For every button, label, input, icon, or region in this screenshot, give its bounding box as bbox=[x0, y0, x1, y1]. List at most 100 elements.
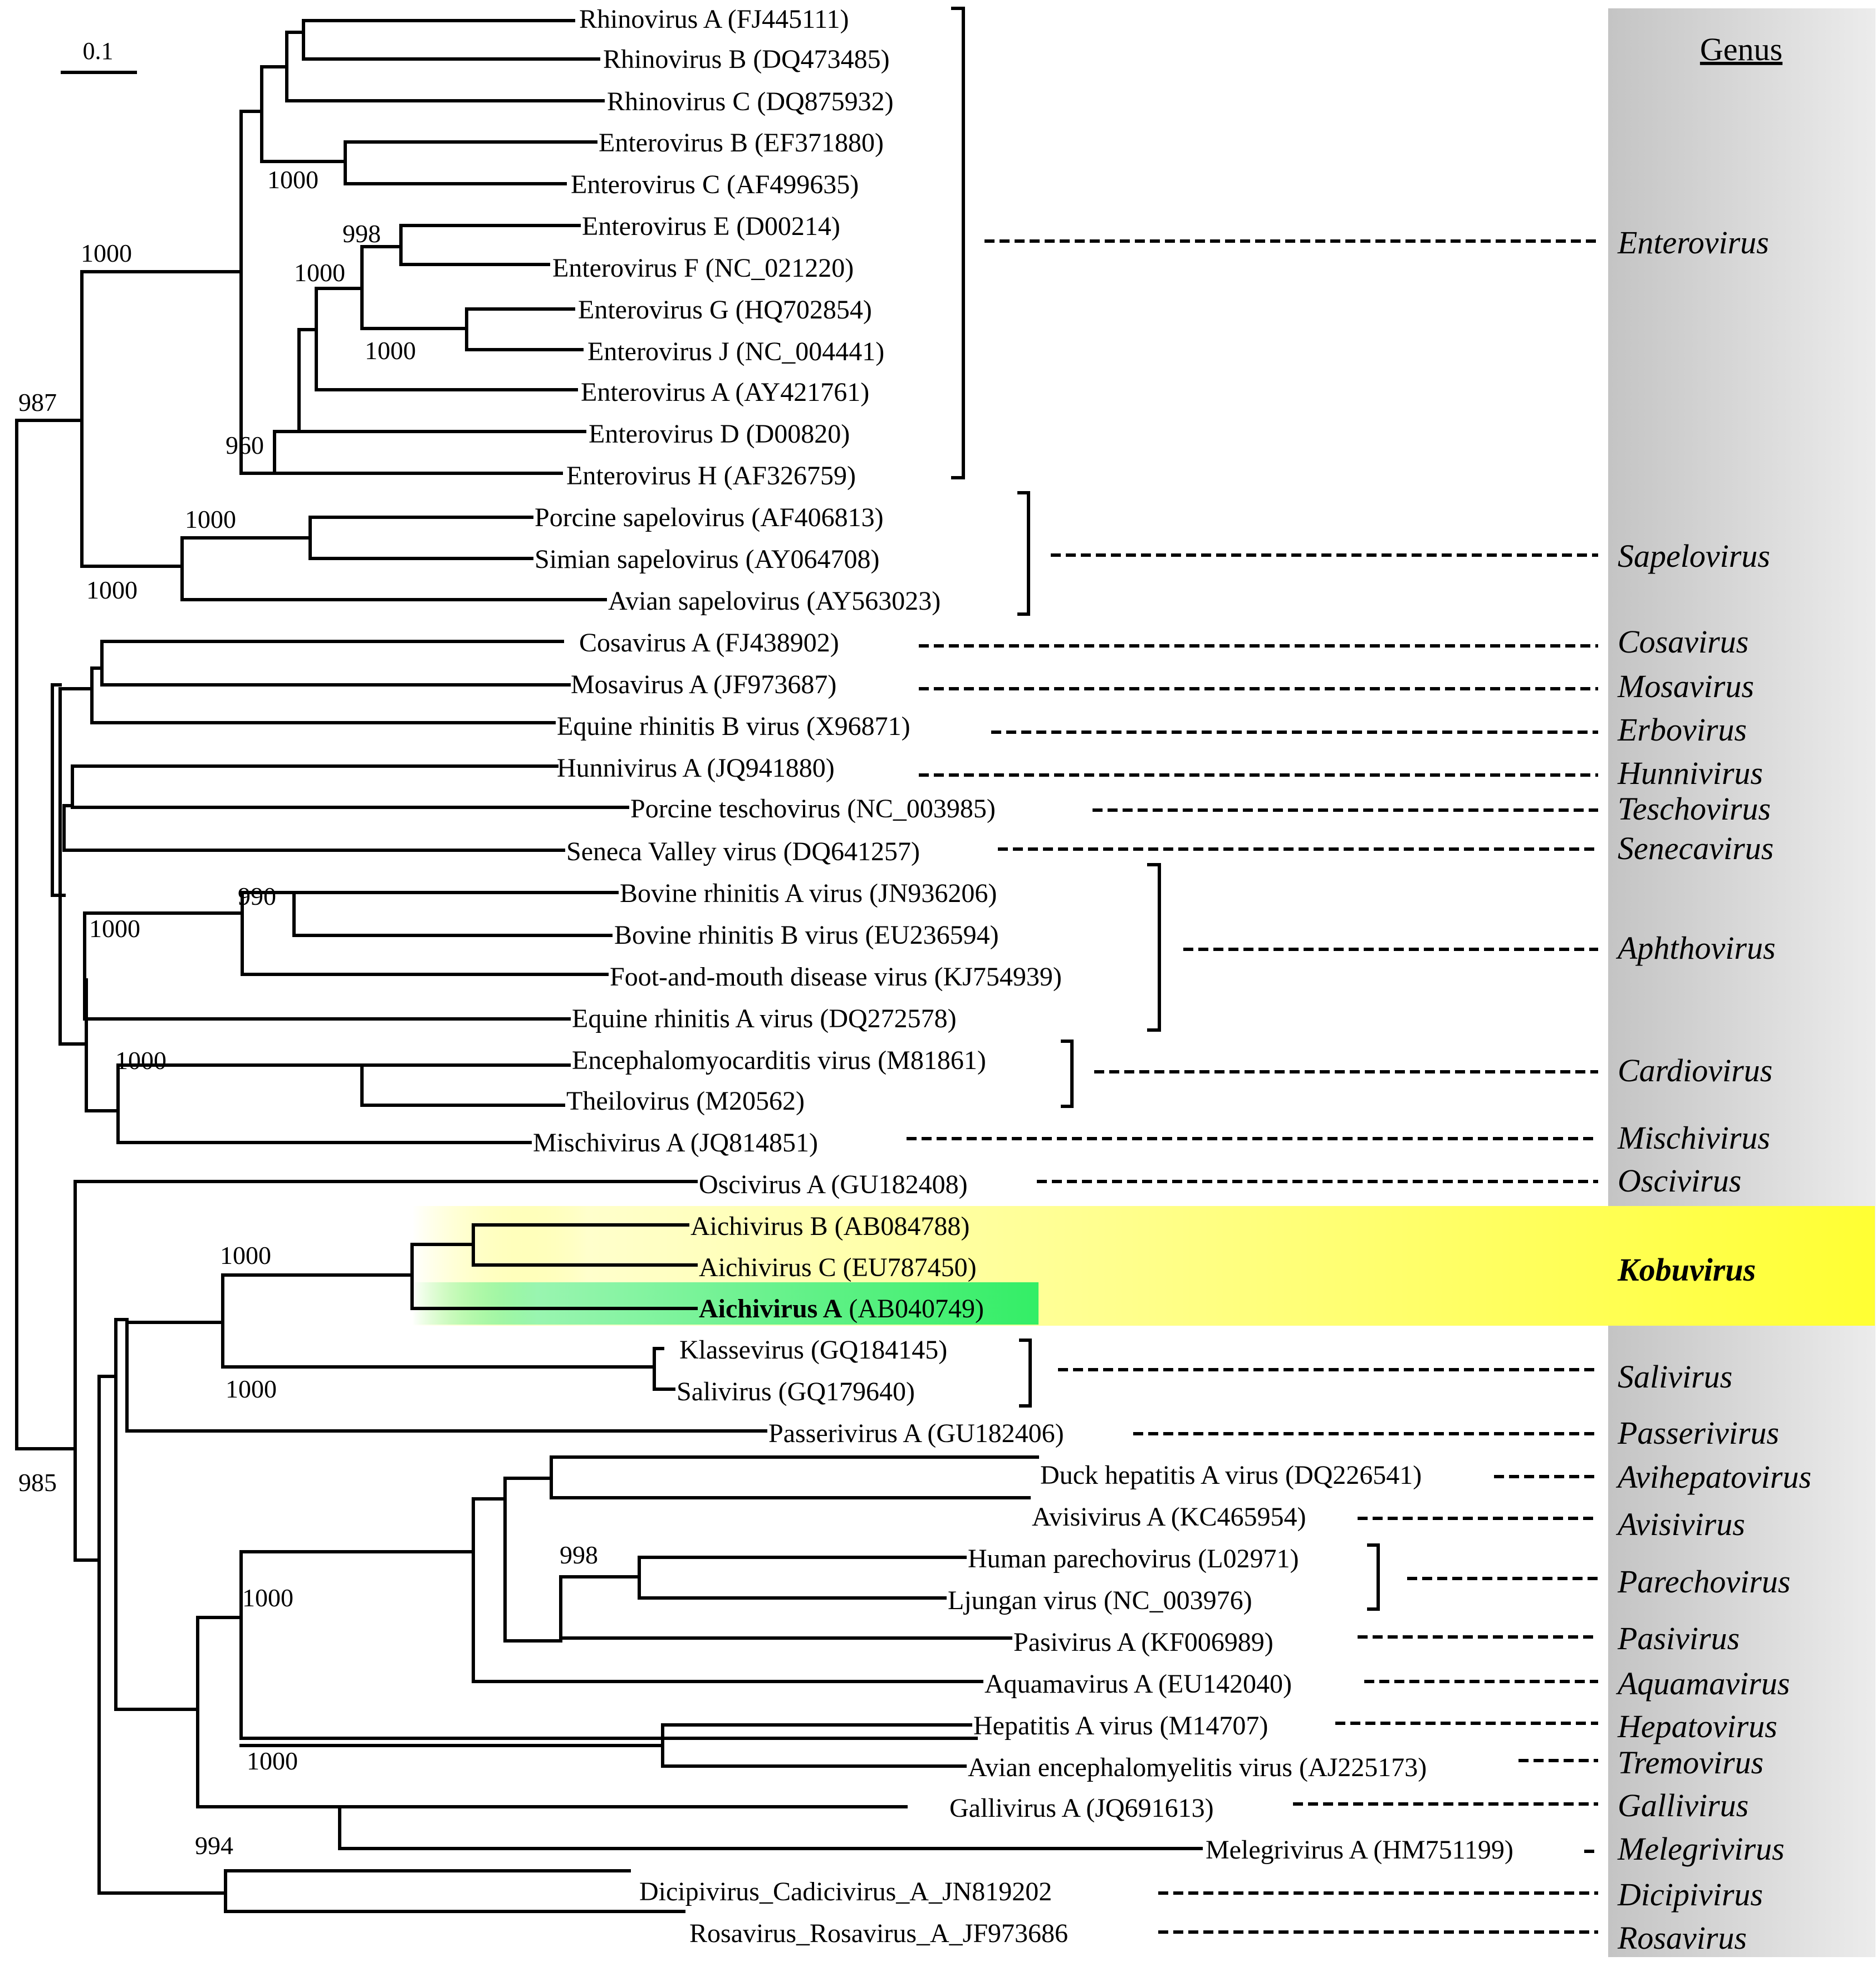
genus-melegrivirus: Melegrivirus bbox=[1617, 1831, 1785, 1867]
leaf-gallivirus-a: Gallivirus A (JQ691613) bbox=[949, 1793, 1214, 1823]
genus-passerivirus: Passerivirus bbox=[1617, 1415, 1779, 1451]
aichivirus-a-accession: (AB040749) bbox=[849, 1294, 984, 1323]
bootstrap-994: 994 bbox=[195, 1831, 233, 1860]
leaf-bovine-rhinitis-b: Bovine rhinitis B virus (EU236594) bbox=[614, 920, 999, 950]
leaf-enterovirus-j: Enterovirus J (NC_004441) bbox=[587, 337, 884, 366]
leaf-rhinovirus-b: Rhinovirus B (DQ473485) bbox=[603, 45, 890, 74]
leaf-porcine-sapelovirus: Porcine sapelovirus (AF406813) bbox=[535, 503, 884, 532]
leaf-seneca-valley: Seneca Valley virus (DQ641257) bbox=[566, 837, 920, 866]
genus-pasivirus: Pasivirus bbox=[1617, 1620, 1740, 1656]
bootstrap-enterovirus-ef: 998 bbox=[342, 219, 381, 248]
genus-tremovirus: Tremovirus bbox=[1618, 1744, 1764, 1781]
genus-aphthovirus: Aphthovirus bbox=[1615, 930, 1776, 966]
leaf-labels: Rhinovirus A (FJ445111) Rhinovirus B (DQ… bbox=[533, 4, 1513, 1948]
bootstrap-sapelovirus: 1000 bbox=[86, 576, 138, 604]
leaf-enterovirus-f: Enterovirus F (NC_021220) bbox=[552, 253, 854, 283]
genus-cosavirus: Cosavirus bbox=[1618, 624, 1748, 660]
leaf-hepatitis-a-virus: Hepatitis A virus (M14707) bbox=[973, 1711, 1268, 1741]
leaf-human-parechovirus: Human parechovirus (L02971) bbox=[968, 1544, 1299, 1573]
leaf-melegrivirus-a: Melegrivirus A (HM751199) bbox=[1206, 1835, 1513, 1865]
leaf-aichivirus-a: Aichivirus A (AB040749) bbox=[699, 1294, 984, 1323]
genus-avihepatovirus: Avihepatovirus bbox=[1615, 1459, 1811, 1495]
genus-mischivirus: Mischivirus bbox=[1617, 1120, 1770, 1156]
clade-brackets bbox=[951, 7, 1380, 1611]
leaf-bovine-rhinitis-a: Bovine rhinitis A virus (JN936206) bbox=[620, 879, 997, 908]
leaf-fmdv: Foot-and-mouth disease virus (KJ754939) bbox=[610, 962, 1062, 992]
leaf-ljungan-virus: Ljungan virus (NC_003976) bbox=[948, 1586, 1252, 1615]
leaf-klassevirus: Klassevirus (GQ184145) bbox=[679, 1335, 947, 1365]
leaf-rhinovirus-a: Rhinovirus A (FJ445111) bbox=[579, 4, 849, 34]
leaf-enterovirus-e: Enterovirus E (D00214) bbox=[582, 212, 840, 241]
leaf-aichivirus-b: Aichivirus B (AB084788) bbox=[690, 1212, 969, 1241]
bootstrap-enterovirus-efgj: 1000 bbox=[294, 258, 345, 287]
leaf-avian-sapelovirus: Avian sapelovirus (AY563023) bbox=[608, 586, 941, 616]
leaf-simian-sapelovirus: Simian sapelovirus (AY064708) bbox=[535, 545, 880, 574]
leaf-rhinovirus-c: Rhinovirus C (DQ875932) bbox=[607, 87, 894, 116]
leaf-enterovirus-a: Enterovirus A (AY421761) bbox=[581, 378, 869, 407]
leaf-mischivirus-a: Mischivirus A (JQ814851) bbox=[533, 1128, 818, 1158]
genus-header: Genus bbox=[1700, 31, 1782, 67]
leaf-mosavirus-a: Mosavirus A (JF973687) bbox=[571, 670, 836, 699]
bootstrap-group-a: 1000 bbox=[242, 1583, 293, 1612]
leaf-pasivirus-a: Pasivirus A (KF006989) bbox=[1013, 1627, 1273, 1657]
bootstrap-enterovirus-bc: 1000 bbox=[267, 165, 319, 194]
genus-avisivirus: Avisivirus bbox=[1615, 1506, 1745, 1542]
bootstrap-parechovirus: 998 bbox=[560, 1541, 598, 1569]
bootstrap-enterovirus-gj: 1000 bbox=[365, 336, 416, 365]
bootstrap-960: 960 bbox=[226, 431, 264, 459]
leaf-enterovirus-d: Enterovirus D (D00820) bbox=[589, 419, 850, 449]
leaf-avisivirus-a: Avisivirus A (KC465954) bbox=[1032, 1502, 1306, 1532]
bootstrap-aphthovirus: 1000 bbox=[89, 914, 140, 943]
genus-sapelovirus: Sapelovirus bbox=[1618, 538, 1770, 574]
genus-oscivirus: Oscivirus bbox=[1618, 1163, 1741, 1199]
leaf-theilovirus: Theilovirus (M20562) bbox=[566, 1086, 805, 1116]
leaf-aichivirus-c: Aichivirus C (EU787450) bbox=[699, 1253, 977, 1282]
leaf-porcine-teschovirus: Porcine teschovirus (NC_003985) bbox=[630, 794, 996, 823]
bootstrap-cardiovirus: 1000 bbox=[115, 1046, 166, 1075]
genus-salivirus: Salivirus bbox=[1618, 1359, 1732, 1395]
genus-mosavirus: Mosavirus bbox=[1617, 668, 1754, 704]
genus-hepatovirus: Hepatovirus bbox=[1617, 1708, 1777, 1744]
leaf-hunnivirus-a: Hunnivirus A (JQ941880) bbox=[557, 753, 835, 783]
leaf-oscivirus-a: Oscivirus A (GU182408) bbox=[699, 1170, 968, 1199]
leaf-duck-hepatitis-a: Duck hepatitis A virus (DQ226541) bbox=[1040, 1460, 1422, 1490]
bootstrap-sapelovirus-ps: 1000 bbox=[185, 505, 236, 533]
genus-dicipivirus: Dicipivirus bbox=[1617, 1876, 1763, 1913]
bootstrap-enterovirus-root: 1000 bbox=[81, 239, 132, 267]
leaf-avian-encephalomyelitis: Avian encephalomyelitis virus (AJ225173) bbox=[968, 1753, 1427, 1782]
genus-gallivirus: Gallivirus bbox=[1618, 1787, 1748, 1823]
bootstrap-987: 987 bbox=[18, 388, 57, 416]
leaf-enterovirus-h: Enterovirus H (AF326759) bbox=[566, 461, 856, 491]
bootstrap-hepatovirus: 1000 bbox=[247, 1747, 298, 1775]
leaf-emcv: Encephalomyocarditis virus (M81861) bbox=[572, 1046, 986, 1075]
leaf-enterovirus-g: Enterovirus G (HQ702854) bbox=[578, 295, 872, 325]
tree-branches bbox=[15, 19, 1203, 1913]
genus-erbovirus: Erbovirus bbox=[1617, 712, 1747, 748]
bootstrap-salivirus: 1000 bbox=[226, 1375, 277, 1403]
leaf-cosavirus-a: Cosavirus A (FJ438902) bbox=[579, 628, 839, 658]
genus-cardiovirus: Cardiovirus bbox=[1618, 1052, 1772, 1089]
bootstrap-values: 987 1000 1000 998 1000 1000 960 1000 100… bbox=[18, 165, 598, 1860]
genus-connectors bbox=[907, 239, 1598, 1934]
genus-aquamavirus: Aquamavirus bbox=[1615, 1665, 1790, 1702]
leaf-passerivirus-a: Passerivirus A (GU182406) bbox=[768, 1419, 1064, 1448]
aichivirus-a-name: Aichivirus A bbox=[699, 1294, 843, 1323]
scale-label: 0.1 bbox=[83, 37, 114, 65]
leaf-equine-rhinitis-b: Equine rhinitis B virus (X96871) bbox=[557, 712, 910, 741]
leaf-dicipivirus: Dicipivirus_Cadicivirus_A_JN819202 bbox=[639, 1877, 1052, 1906]
genus-rosavirus: Rosavirus bbox=[1617, 1920, 1747, 1956]
aichivirus-a-highlight bbox=[412, 1282, 1039, 1325]
genus-enterovirus: Enterovirus bbox=[1617, 224, 1769, 261]
genus-hunnivirus: Hunnivirus bbox=[1617, 755, 1763, 791]
genus-senecavirus: Senecavirus bbox=[1618, 830, 1774, 866]
leaf-salivirus: Salivirus (GQ179640) bbox=[677, 1377, 915, 1406]
leaf-rosavirus: Rosavirus_Rosavirus_A_JF973686 bbox=[689, 1919, 1068, 1948]
genus-band bbox=[1608, 8, 1875, 1957]
leaf-equine-rhinitis-a: Equine rhinitis A virus (DQ272578) bbox=[572, 1004, 957, 1033]
leaf-enterovirus-c: Enterovirus C (AF499635) bbox=[571, 170, 859, 199]
bootstrap-985: 985 bbox=[18, 1468, 57, 1497]
leaf-aquamavirus-a: Aquamavirus A (EU142040) bbox=[984, 1669, 1292, 1699]
bootstrap-kobuvirus: 1000 bbox=[220, 1241, 271, 1269]
genus-teschovirus: Teschovirus bbox=[1618, 791, 1771, 827]
